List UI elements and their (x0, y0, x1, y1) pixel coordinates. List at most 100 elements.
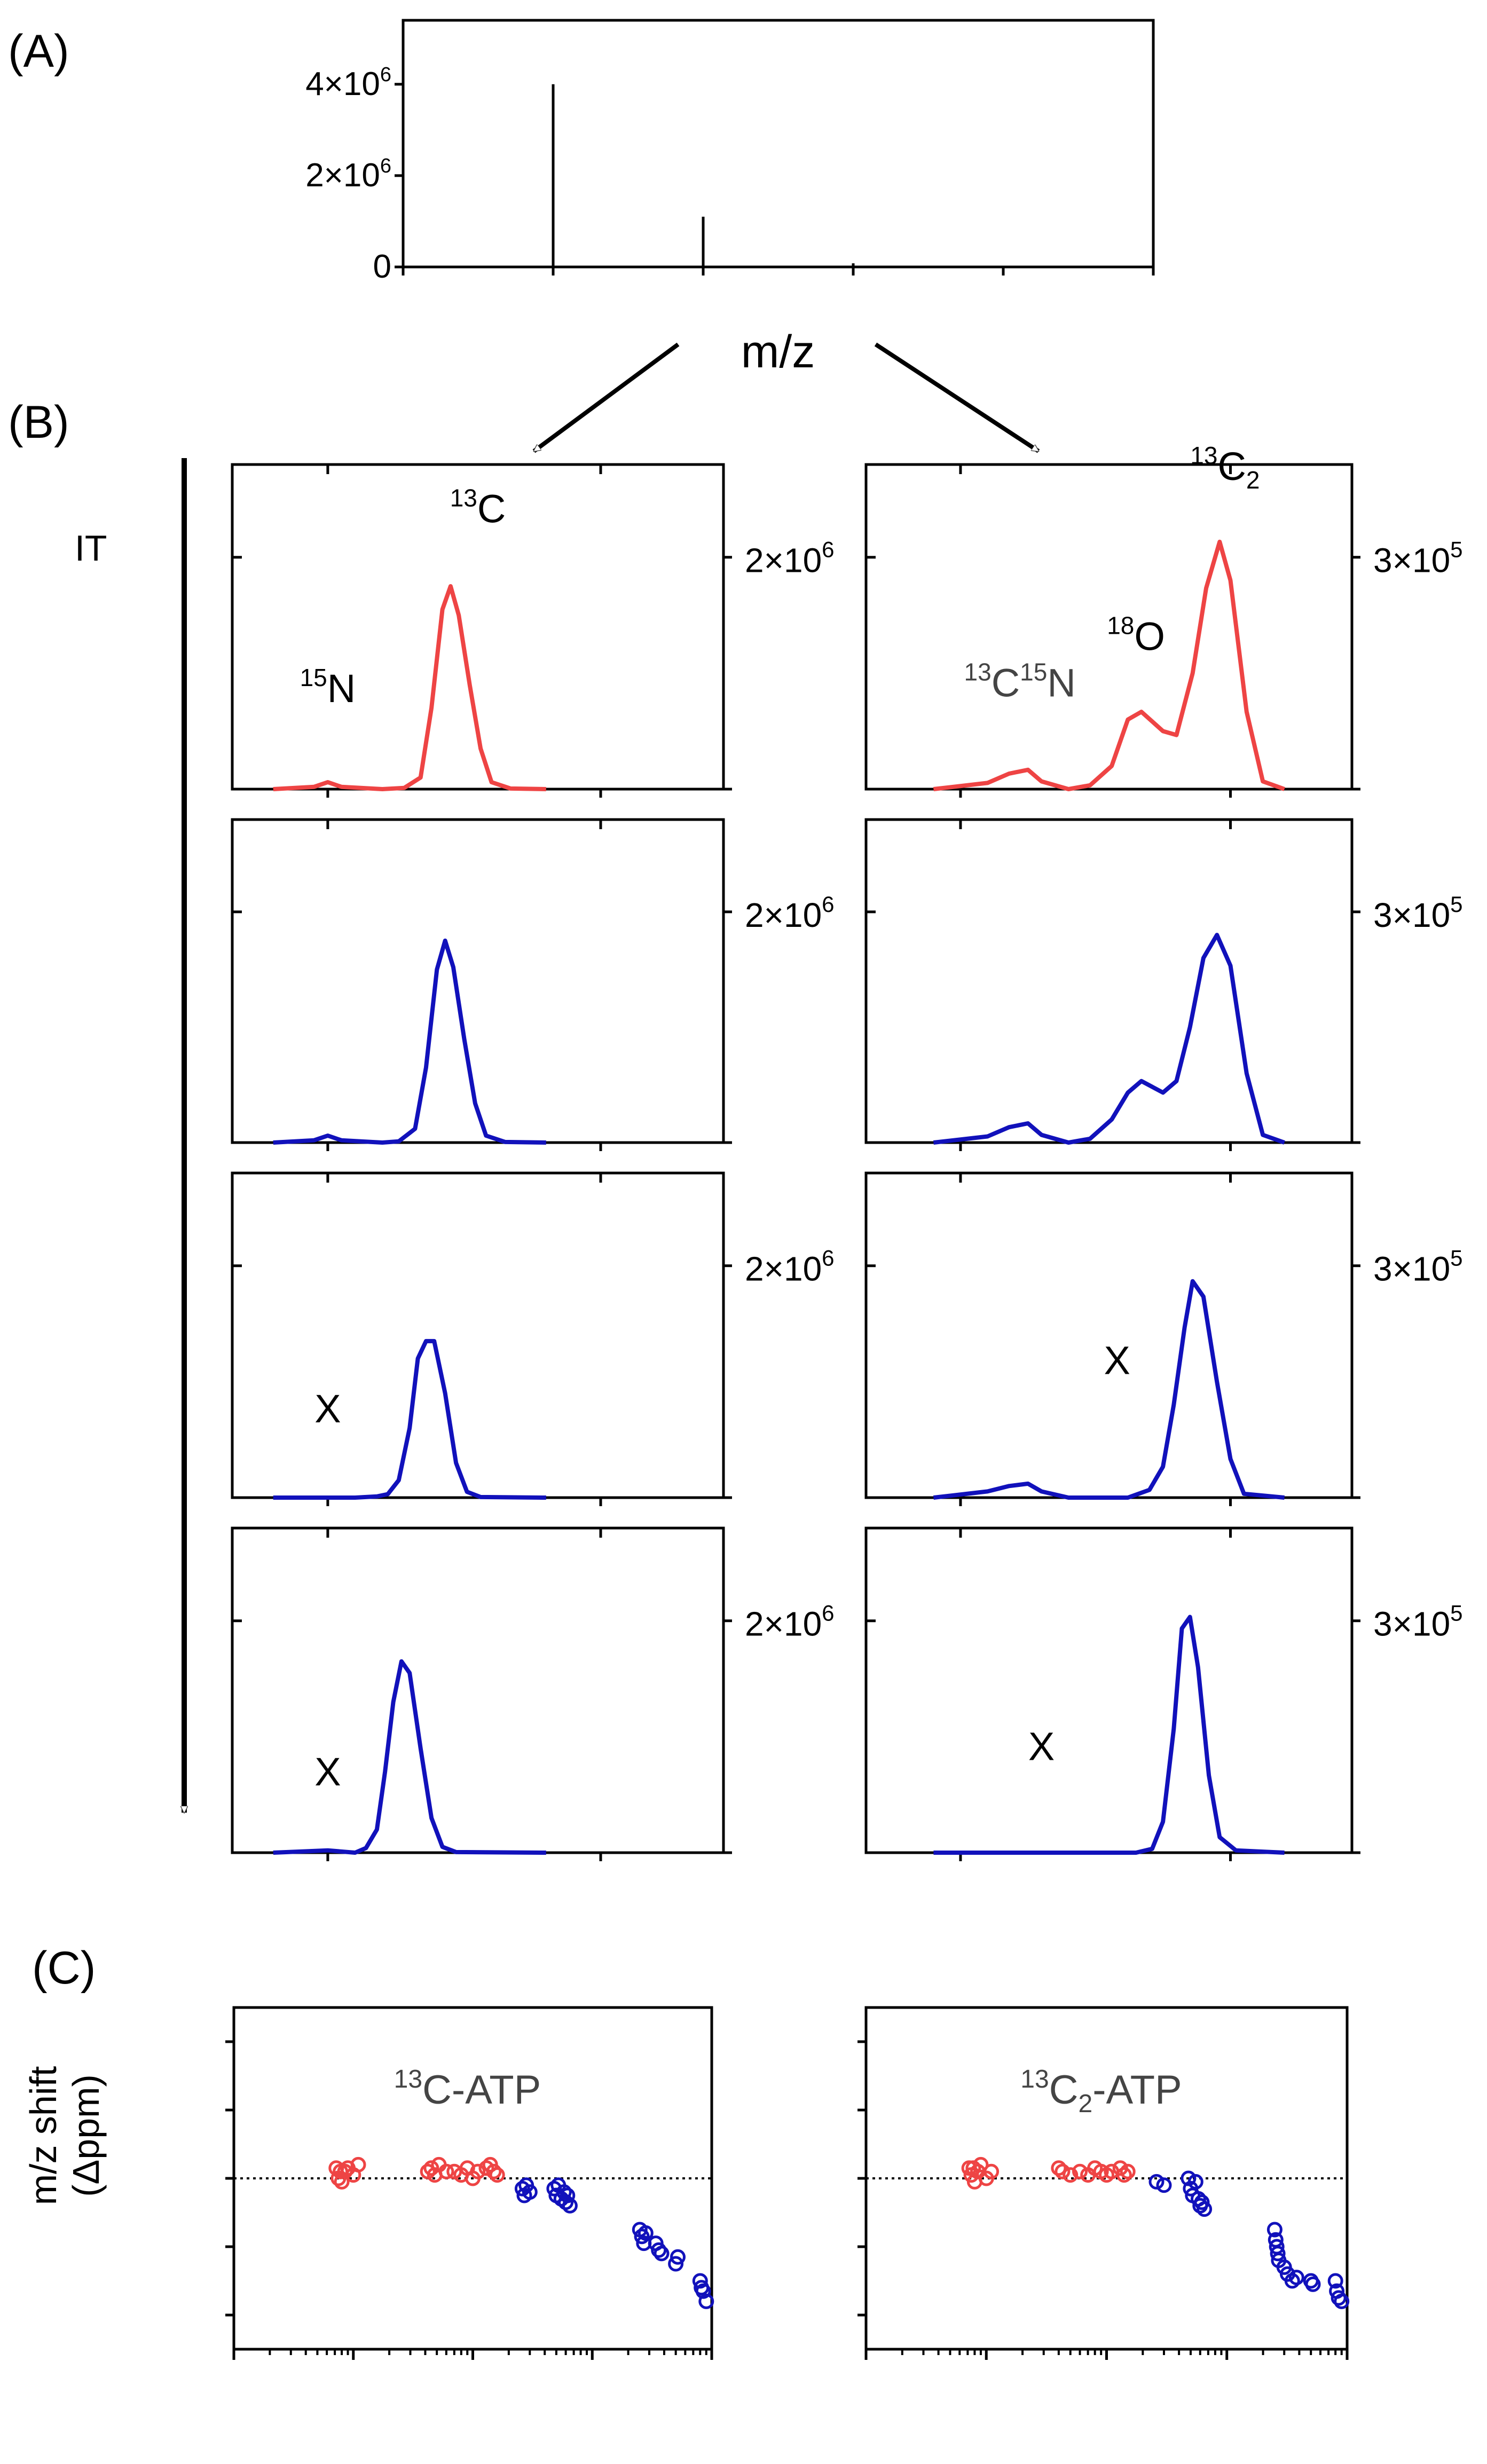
connector-arrow-right (874, 342, 1038, 453)
scatter-point-blue (1156, 2177, 1172, 2193)
spectrum-line-M1-15ms (273, 584, 546, 791)
panel-a-x-ticks (402, 267, 1155, 275)
spectrum-line-M2-1000ms (933, 1615, 1285, 1855)
subplot-frame (864, 1526, 1354, 1854)
scatter-point-blue (670, 2249, 686, 2265)
subplot-M2-15ms: 3×105 13C15N 18O 13C2 (864, 442, 1463, 798)
peak-annotation-2: 13C2 (1190, 442, 1260, 494)
scatter-point-red (984, 2163, 1000, 2179)
scatter-point-red (486, 2163, 502, 2179)
subplot-M2-250ms: 3×105 X (864, 1171, 1463, 1506)
scatter-point-blue (698, 2293, 714, 2309)
scatter-point-red (1055, 2163, 1071, 2179)
a-ytick-label-1: 2×106 (305, 155, 391, 194)
scatter-point-blue (651, 2242, 667, 2258)
spectrum-line-M2-15ms (933, 539, 1285, 791)
subplot-frame (864, 463, 1354, 791)
scatter-point-blue (1331, 2290, 1347, 2306)
scatter-point-blue (634, 2229, 650, 2245)
scatter-point-red (438, 2163, 454, 2179)
peak-annotation-2: X (314, 1387, 341, 1431)
peak-annotation-0: 15N (300, 664, 356, 711)
panel-a-x-label: m/z (741, 326, 815, 377)
panel-b-isotope-fine-structure: IT 2×106 15N 13C 2×106 2×106 X 2×106 X 3×105 13C1… (75, 442, 1463, 1861)
y-tick-label-M2: 3×105 (1373, 1601, 1463, 1643)
y-tick-label-M1: 2×106 (745, 892, 835, 934)
spectrum-line-M1-1000ms (273, 1659, 546, 1855)
scatter-point-red (334, 2174, 350, 2190)
spectrum-line-M2-50ms (933, 933, 1285, 1145)
y-tick-label-M2: 3×105 (1373, 1246, 1463, 1288)
peak-annotation-3: X (314, 1750, 341, 1794)
scatter-point-red (489, 2167, 505, 2183)
scatter-point-red (1072, 2163, 1088, 2179)
panel-c-y-label-line1: m/z shift (22, 2066, 64, 2206)
subplot-M2-1000ms: 3×105 X (864, 1526, 1463, 1861)
panel-c-mz-shift: m/z shift (Δppm) 13C-ATP 13C2-ATP (22, 2006, 1350, 2360)
scatter-point-blue (1327, 2273, 1343, 2289)
panel-a-peaks (552, 84, 855, 267)
scatter-point-red (1116, 2167, 1132, 2183)
subplot-M1-15ms: 2×106 15N 13C (231, 463, 835, 798)
peak-annotation-4: X (1028, 1724, 1055, 1768)
subplot-frame (864, 1171, 1354, 1499)
scatter-point-red (350, 2156, 366, 2172)
scatter-point-blue (692, 2273, 708, 2289)
scatter-point-blue (1187, 2174, 1203, 2190)
peak-annotation-3: X (1104, 1338, 1130, 1382)
panel-label-c: (C) (32, 1942, 96, 1994)
y-tick-label-M2: 3×105 (1373, 537, 1463, 580)
scatter-point-blue (562, 2198, 578, 2214)
scatter-point-blue (514, 2180, 530, 2197)
panel-c-title-0: 13C-ATP (394, 2065, 541, 2113)
scatter-point-blue (1288, 2270, 1304, 2286)
subplot-frame (231, 818, 725, 1144)
scatter-point-blue (638, 2225, 654, 2241)
scatter-point-red (973, 2156, 989, 2172)
peak-annotation-1: 13C (450, 484, 506, 531)
subplot-frame (231, 1526, 725, 1854)
connector-arrow-left (534, 342, 680, 453)
peak-annotation-1: 18O (1107, 611, 1165, 658)
subplot-M2-50ms: 3×105 (864, 818, 1463, 1151)
y-tick-label-M1: 2×106 (745, 1246, 835, 1288)
scatter-point-blue (1181, 2170, 1197, 2186)
a-ytick-label-0: 0 (373, 248, 391, 285)
panel-c-y-label-line2: (Δppm) (65, 2074, 107, 2197)
y-tick-label-M1: 2×106 (745, 1601, 835, 1643)
scatter-point-blue (522, 2184, 538, 2200)
spectrum-line-M1-50ms (273, 938, 546, 1145)
scatter-point-red (478, 2160, 494, 2176)
panel-c-subplot-1: 13C2-ATP (857, 2006, 1350, 2360)
scatter-point-blue (1270, 2246, 1286, 2262)
subplot-M1-250ms: 2×106 X (231, 1171, 835, 1506)
subplot-frame (231, 463, 725, 791)
scatter-point-red (470, 2163, 486, 2179)
spectrum-line-M1-250ms (273, 1339, 546, 1500)
subplot-frame (864, 818, 1354, 1144)
panel-b-subplots: 2×106 15N 13C 2×106 2×106 X 2×106 X 3×105 13C15N 1… (231, 442, 1463, 1861)
scatter-point-blue (1148, 2174, 1165, 2190)
it-axis-label: IT (75, 528, 107, 569)
spectrum-line-M2-250ms (933, 1279, 1285, 1500)
scatter-point-red (1051, 2160, 1067, 2176)
panel-c-title-1: 13C2-ATP (1020, 2065, 1182, 2118)
panel-c-subplot-0: 13C-ATP (225, 2006, 714, 2360)
scatter-point-blue (654, 2246, 670, 2262)
panel-label-b: (B) (8, 397, 69, 448)
panel-label-a: (A) (8, 26, 69, 77)
subplot-frame (231, 1171, 725, 1499)
scatter-point-blue (1334, 2293, 1350, 2309)
subplot-M1-1000ms: 2×106 X (231, 1526, 835, 1861)
scatter-point-blue (668, 2256, 684, 2272)
a-ytick-label-2: 4×106 (305, 64, 391, 103)
scatter-point-red (1063, 2167, 1079, 2183)
panel-a-y-ticks: 0 2×106 4×106 (305, 64, 403, 285)
scatter-point-blue (1194, 2194, 1210, 2210)
scatter-point-red (337, 2163, 353, 2179)
y-tick-label-M2: 3×105 (1373, 892, 1463, 934)
scatter-point-blue (560, 2187, 576, 2203)
scatter-point-blue (556, 2184, 572, 2200)
scatter-point-blue (1266, 2222, 1283, 2238)
